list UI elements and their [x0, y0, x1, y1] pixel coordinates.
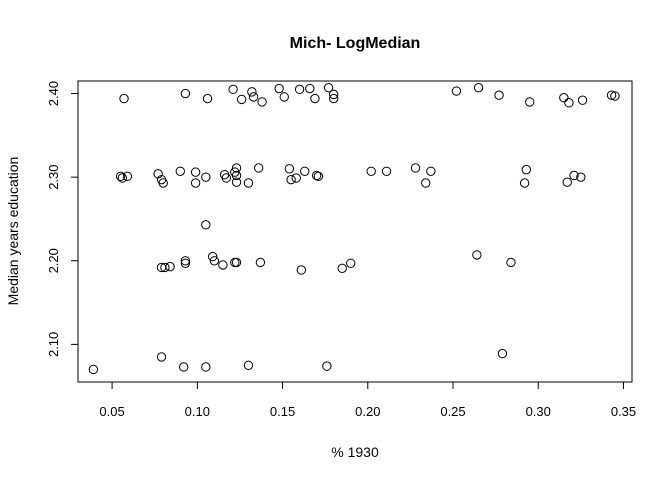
data-point — [178, 362, 189, 372]
x-tick-label: 0.20 — [355, 404, 380, 419]
x-tick-label: 0.05 — [99, 404, 124, 419]
y-tick-label: 2.10 — [46, 332, 61, 357]
data-point — [291, 173, 301, 183]
y-tick-label: 2.20 — [46, 248, 61, 273]
data-point — [506, 257, 516, 268]
data-point — [284, 164, 295, 174]
data-point — [559, 93, 569, 103]
data-point — [472, 250, 482, 260]
y-tick-label: 2.40 — [46, 81, 61, 106]
data-point — [180, 88, 191, 99]
chart-title: Mich- LogMedian — [290, 35, 421, 52]
x-axis-label: % 1930 — [331, 444, 379, 460]
data-point — [279, 92, 289, 102]
data-point — [201, 362, 211, 372]
data-point — [337, 263, 347, 273]
y-axis: 2.10 2.20 2.30 2.40 — [46, 81, 79, 357]
data-point — [88, 364, 99, 375]
data-point — [562, 177, 572, 187]
data-point — [221, 173, 232, 183]
data-point — [209, 256, 220, 266]
data-point — [421, 178, 431, 188]
data-point — [201, 220, 211, 230]
data-point — [519, 178, 530, 188]
data-point — [243, 178, 254, 188]
data-point — [497, 348, 508, 359]
data-point — [190, 167, 201, 177]
x-tick-label: 0.15 — [270, 404, 295, 419]
data-point — [156, 352, 167, 362]
data-point — [521, 164, 532, 175]
data-point — [300, 166, 310, 177]
data-point — [119, 93, 129, 104]
plot-frame — [77, 80, 633, 383]
data-point — [410, 163, 421, 173]
data-point — [117, 173, 128, 183]
data-point — [322, 361, 332, 371]
data-point — [296, 265, 307, 275]
data-point — [257, 97, 267, 107]
data-point — [426, 166, 436, 177]
data-point — [564, 98, 574, 108]
x-tick-label: 0.35 — [611, 404, 636, 419]
data-point — [569, 170, 579, 181]
y-tick-label: 2.30 — [46, 164, 61, 189]
data-point — [323, 82, 334, 93]
data-point — [243, 360, 254, 370]
data-point — [451, 86, 462, 96]
data-point — [610, 91, 620, 101]
data-point — [201, 172, 211, 182]
data-point — [328, 93, 339, 104]
data-point — [294, 84, 305, 95]
data-point — [160, 262, 170, 273]
data-point — [310, 93, 320, 104]
data-point — [231, 170, 242, 181]
data-point — [175, 166, 185, 177]
x-tick-label: 0.10 — [185, 404, 210, 419]
data-point — [180, 256, 191, 266]
data-point — [494, 90, 504, 100]
data-point — [606, 90, 617, 100]
data-point — [346, 258, 356, 268]
data-points — [88, 82, 620, 375]
y-axis-label: Median years education — [5, 157, 21, 306]
data-point — [158, 178, 168, 188]
data-point — [313, 171, 324, 182]
data-point — [180, 258, 191, 268]
data-point — [248, 92, 259, 102]
data-point — [115, 171, 126, 182]
data-point — [231, 163, 242, 173]
data-point — [274, 83, 284, 94]
data-point — [366, 166, 376, 177]
data-point — [202, 93, 213, 104]
data-point — [190, 178, 201, 188]
data-point — [286, 174, 296, 185]
data-point — [311, 170, 322, 181]
data-point — [165, 261, 175, 272]
data-point — [525, 97, 535, 107]
data-point — [153, 169, 163, 179]
data-point — [231, 177, 242, 187]
data-point — [577, 95, 588, 105]
data-point — [247, 87, 257, 97]
x-tick-label: 0.25 — [440, 404, 465, 419]
x-tick-label: 0.30 — [526, 404, 551, 419]
data-point — [328, 89, 339, 100]
data-point — [576, 172, 586, 182]
data-point — [255, 257, 266, 268]
data-point — [231, 257, 242, 268]
data-point — [473, 82, 484, 93]
data-point — [236, 94, 247, 105]
data-point — [253, 163, 264, 173]
data-point — [122, 171, 133, 182]
x-axis: 0.05 0.10 0.15 0.20 0.25 0.30 0.35 — [99, 381, 636, 419]
data-point — [218, 260, 228, 270]
data-point — [207, 251, 218, 262]
data-point — [305, 83, 315, 94]
data-point — [228, 84, 238, 95]
data-point — [381, 166, 392, 177]
